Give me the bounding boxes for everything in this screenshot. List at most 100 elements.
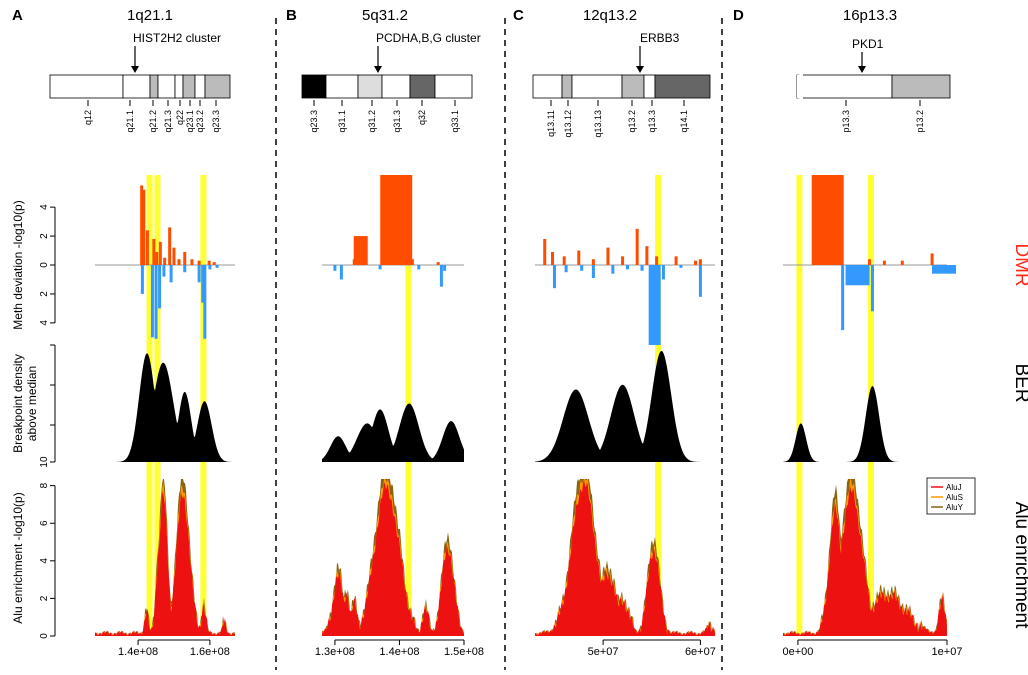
dmr-y-tick-label: 4 bbox=[39, 320, 50, 326]
dmr-bar-negative bbox=[661, 265, 665, 280]
dmr-bar-negative bbox=[443, 265, 447, 271]
panel-title-d: 16p13.3 bbox=[843, 7, 897, 24]
dmr-bar-negative bbox=[197, 265, 201, 283]
ideogram-band bbox=[357, 74, 383, 99]
ideogram-band bbox=[325, 74, 359, 99]
band-label: q21.3 bbox=[163, 110, 173, 133]
band-label: q33.1 bbox=[450, 110, 460, 133]
dmr-bar-positive bbox=[882, 260, 886, 265]
ideogram-band bbox=[301, 74, 327, 99]
dmr-bar-negative bbox=[162, 265, 166, 277]
legend-label: AluS bbox=[946, 493, 963, 502]
ideogram-band bbox=[182, 74, 196, 99]
dmr-bar-positive bbox=[635, 228, 639, 265]
panel-a: A 1q21.1 HIST2H2 cluster q12 q21.1 q21.2 q21.3… bbox=[11, 7, 235, 658]
alu-y-tick-label: 0 bbox=[39, 633, 50, 639]
dmr-bar-negative bbox=[150, 265, 154, 338]
dmr-bar-positive bbox=[698, 259, 702, 265]
dmr-bar-positive bbox=[183, 251, 187, 265]
band-label: q12 bbox=[83, 110, 93, 125]
band-label: q32 bbox=[417, 110, 427, 125]
dmr-bar-positive bbox=[694, 260, 698, 265]
ber-density-area bbox=[535, 351, 715, 462]
dmr-bar-positive bbox=[163, 257, 167, 265]
alu-area-layer bbox=[783, 486, 947, 636]
band-label: q31.3 bbox=[392, 110, 402, 133]
dmr-bar-negative bbox=[564, 265, 568, 273]
band-label: q23.2 bbox=[195, 110, 205, 133]
dmr-bar-negative bbox=[679, 265, 683, 268]
dmr-bar-negative bbox=[215, 265, 219, 268]
dmr-bar-positive bbox=[197, 260, 201, 265]
x-tick-label: 1.5e+08 bbox=[444, 646, 484, 658]
panel-title-a: 1q21.1 bbox=[127, 7, 173, 24]
dmr-bar-positive bbox=[168, 227, 172, 265]
dmr-bar-positive bbox=[436, 262, 440, 265]
dmr-bar-negative bbox=[552, 265, 556, 289]
panel-letter-d: D bbox=[733, 7, 744, 24]
ideogram-band bbox=[174, 74, 184, 99]
legend-label: AluJ bbox=[946, 483, 962, 492]
alu-area-layer bbox=[783, 479, 947, 636]
dmr-bar-negative bbox=[169, 265, 173, 283]
band-label: q23.3 bbox=[309, 110, 319, 133]
alu-y-tick-label: 6 bbox=[39, 520, 50, 526]
dmr-bar-negative bbox=[201, 265, 205, 303]
dmr-bar-positive bbox=[655, 256, 659, 265]
gene-arrowhead bbox=[374, 66, 382, 73]
x-tick-label: 1.4e+08 bbox=[379, 646, 419, 658]
ideogram-band bbox=[409, 74, 436, 99]
ideogram-band bbox=[157, 74, 176, 99]
dmr-bar-positive bbox=[811, 175, 844, 265]
x-tick-label: 6e+07 bbox=[685, 646, 716, 658]
ideogram-band bbox=[194, 74, 206, 99]
alu-y-tick-label: 4 bbox=[39, 558, 50, 564]
dmr-bar-negative bbox=[932, 265, 957, 274]
dmr-bar-positive bbox=[353, 236, 368, 265]
dmr-bar-positive bbox=[207, 260, 211, 265]
panels-group: A 1q21.1 HIST2H2 cluster q12 q21.1 q21.2 q21.3… bbox=[11, 7, 976, 658]
gene-label: HIST2H2 cluster bbox=[133, 31, 221, 45]
dmr-bar-positive bbox=[172, 247, 176, 265]
dmr-bar-positive bbox=[155, 251, 159, 265]
ber-y-axis-label: Breakpoint densityabove median bbox=[11, 354, 39, 453]
ideogram-band bbox=[381, 74, 411, 99]
ideogram-band bbox=[891, 74, 951, 99]
band-label: q23.3 bbox=[211, 110, 221, 133]
dmr-bar-negative bbox=[203, 265, 207, 339]
band-label: q13.3 bbox=[647, 110, 657, 133]
alu-legend-box bbox=[926, 477, 976, 515]
ideogram-band bbox=[654, 74, 711, 99]
dmr-y-tick-label: 4 bbox=[39, 204, 50, 210]
dmr-bar-negative bbox=[580, 265, 584, 271]
ideogram-band bbox=[561, 74, 573, 99]
dmr-bar-positive bbox=[145, 230, 149, 265]
x-tick-label: 1.6e+08 bbox=[190, 646, 230, 658]
band-label: q14.1 bbox=[679, 110, 689, 133]
x-tick-label: 0e+00 bbox=[782, 646, 813, 658]
dmr-bar-positive bbox=[177, 259, 181, 265]
ideogram-band bbox=[434, 74, 473, 99]
band-label: p13.3 bbox=[841, 110, 851, 133]
ideogram-band bbox=[643, 74, 656, 99]
ber-y-tick-label: 10 bbox=[39, 456, 50, 468]
ber-density-area bbox=[322, 403, 464, 462]
dmr-bar-negative bbox=[417, 265, 421, 270]
dmr-bar-negative bbox=[140, 265, 144, 294]
alu-area-layer bbox=[95, 490, 235, 636]
band-label: q13.2 bbox=[627, 110, 637, 133]
panel-title-b: 5q31.2 bbox=[362, 7, 408, 24]
dmr-bar-negative bbox=[378, 265, 382, 270]
dmr-bar-negative bbox=[339, 265, 343, 280]
dmr-bar-negative bbox=[333, 265, 337, 271]
dmr-bar-positive bbox=[591, 259, 595, 265]
panel-letter-a: A bbox=[12, 7, 23, 24]
dmr-bar-negative bbox=[591, 265, 595, 279]
gene-arrowhead bbox=[131, 66, 139, 73]
ideogram-band bbox=[149, 74, 159, 99]
ber-density-area bbox=[783, 386, 947, 462]
dmr-bar-negative bbox=[698, 265, 702, 297]
dmr-bar-negative bbox=[648, 265, 661, 345]
x-tick-label: 5e+07 bbox=[588, 646, 619, 658]
